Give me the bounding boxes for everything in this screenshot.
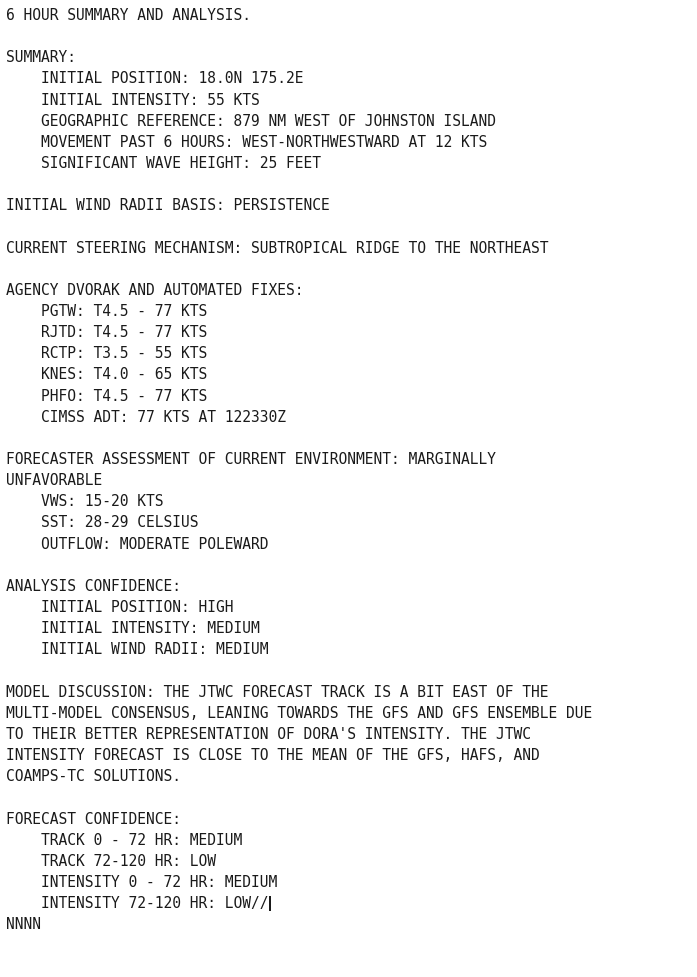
Text: CIMSS ADT: 77 KTS AT 122330Z: CIMSS ADT: 77 KTS AT 122330Z xyxy=(41,409,286,425)
Text: RCTP: T3.5 - 55 KTS: RCTP: T3.5 - 55 KTS xyxy=(41,346,207,361)
Text: INTENSITY FORECAST IS CLOSE TO THE MEAN OF THE GFS, HAFS, AND: INTENSITY FORECAST IS CLOSE TO THE MEAN … xyxy=(6,748,539,763)
Text: PGTW: T4.5 - 77 KTS: PGTW: T4.5 - 77 KTS xyxy=(41,304,207,319)
Text: VWS: 15-20 KTS: VWS: 15-20 KTS xyxy=(41,494,164,509)
Text: TRACK 72-120 HR: LOW: TRACK 72-120 HR: LOW xyxy=(41,854,216,869)
Text: ANALYSIS CONFIDENCE:: ANALYSIS CONFIDENCE: xyxy=(6,579,181,594)
Text: INITIAL INTENSITY: MEDIUM: INITIAL INTENSITY: MEDIUM xyxy=(41,621,260,636)
Text: PHFO: T4.5 - 77 KTS: PHFO: T4.5 - 77 KTS xyxy=(41,389,207,404)
Text: INITIAL POSITION: HIGH: INITIAL POSITION: HIGH xyxy=(41,600,233,616)
Text: GEOGRAPHIC REFERENCE: 879 NM WEST OF JOHNSTON ISLAND: GEOGRAPHIC REFERENCE: 879 NM WEST OF JOH… xyxy=(41,113,496,129)
Text: RJTD: T4.5 - 77 KTS: RJTD: T4.5 - 77 KTS xyxy=(41,325,207,340)
Text: TRACK 0 - 72 HR: MEDIUM: TRACK 0 - 72 HR: MEDIUM xyxy=(41,832,243,848)
Text: INITIAL INTENSITY: 55 KTS: INITIAL INTENSITY: 55 KTS xyxy=(41,93,260,107)
Text: MODEL DISCUSSION: THE JTWC FORECAST TRACK IS A BIT EAST OF THE: MODEL DISCUSSION: THE JTWC FORECAST TRAC… xyxy=(6,685,549,700)
Text: AGENCY DVORAK AND AUTOMATED FIXES:: AGENCY DVORAK AND AUTOMATED FIXES: xyxy=(6,283,303,298)
Text: INTENSITY 72-120 HR: LOW//: INTENSITY 72-120 HR: LOW// xyxy=(41,896,268,912)
Text: INITIAL WIND RADII BASIS: PERSISTENCE: INITIAL WIND RADII BASIS: PERSISTENCE xyxy=(6,198,330,213)
Text: FORECASTER ASSESSMENT OF CURRENT ENVIRONMENT: MARGINALLY: FORECASTER ASSESSMENT OF CURRENT ENVIRON… xyxy=(6,452,496,467)
Text: SST: 28-29 CELSIUS: SST: 28-29 CELSIUS xyxy=(41,516,199,531)
Text: MULTI-MODEL CONSENSUS, LEANING TOWARDS THE GFS AND GFS ENSEMBLE DUE: MULTI-MODEL CONSENSUS, LEANING TOWARDS T… xyxy=(6,705,592,721)
Text: FORECAST CONFIDENCE:: FORECAST CONFIDENCE: xyxy=(6,812,181,827)
Text: CURRENT STEERING MECHANISM: SUBTROPICAL RIDGE TO THE NORTHEAST: CURRENT STEERING MECHANISM: SUBTROPICAL … xyxy=(6,240,549,256)
Text: OUTFLOW: MODERATE POLEWARD: OUTFLOW: MODERATE POLEWARD xyxy=(41,536,268,552)
Text: INITIAL POSITION: 18.0N 175.2E: INITIAL POSITION: 18.0N 175.2E xyxy=(41,71,303,86)
Text: KNES: T4.0 - 65 KTS: KNES: T4.0 - 65 KTS xyxy=(41,367,207,382)
Text: NNNN: NNNN xyxy=(6,917,41,932)
Text: 6 HOUR SUMMARY AND ANALYSIS.: 6 HOUR SUMMARY AND ANALYSIS. xyxy=(6,8,251,23)
Text: COAMPS-TC SOLUTIONS.: COAMPS-TC SOLUTIONS. xyxy=(6,769,181,785)
Text: MOVEMENT PAST 6 HOURS: WEST-NORTHWESTWARD AT 12 KTS: MOVEMENT PAST 6 HOURS: WEST-NORTHWESTWAR… xyxy=(41,135,487,149)
Text: UNFAVORABLE: UNFAVORABLE xyxy=(6,473,102,488)
Text: TO THEIR BETTER REPRESENTATION OF DORA'S INTENSITY. THE JTWC: TO THEIR BETTER REPRESENTATION OF DORA'S… xyxy=(6,727,531,742)
Text: INTENSITY 0 - 72 HR: MEDIUM: INTENSITY 0 - 72 HR: MEDIUM xyxy=(41,875,277,890)
Text: SUMMARY:: SUMMARY: xyxy=(6,50,76,65)
Text: SIGNIFICANT WAVE HEIGHT: 25 FEET: SIGNIFICANT WAVE HEIGHT: 25 FEET xyxy=(41,156,321,171)
Text: INITIAL WIND RADII: MEDIUM: INITIAL WIND RADII: MEDIUM xyxy=(41,642,268,658)
